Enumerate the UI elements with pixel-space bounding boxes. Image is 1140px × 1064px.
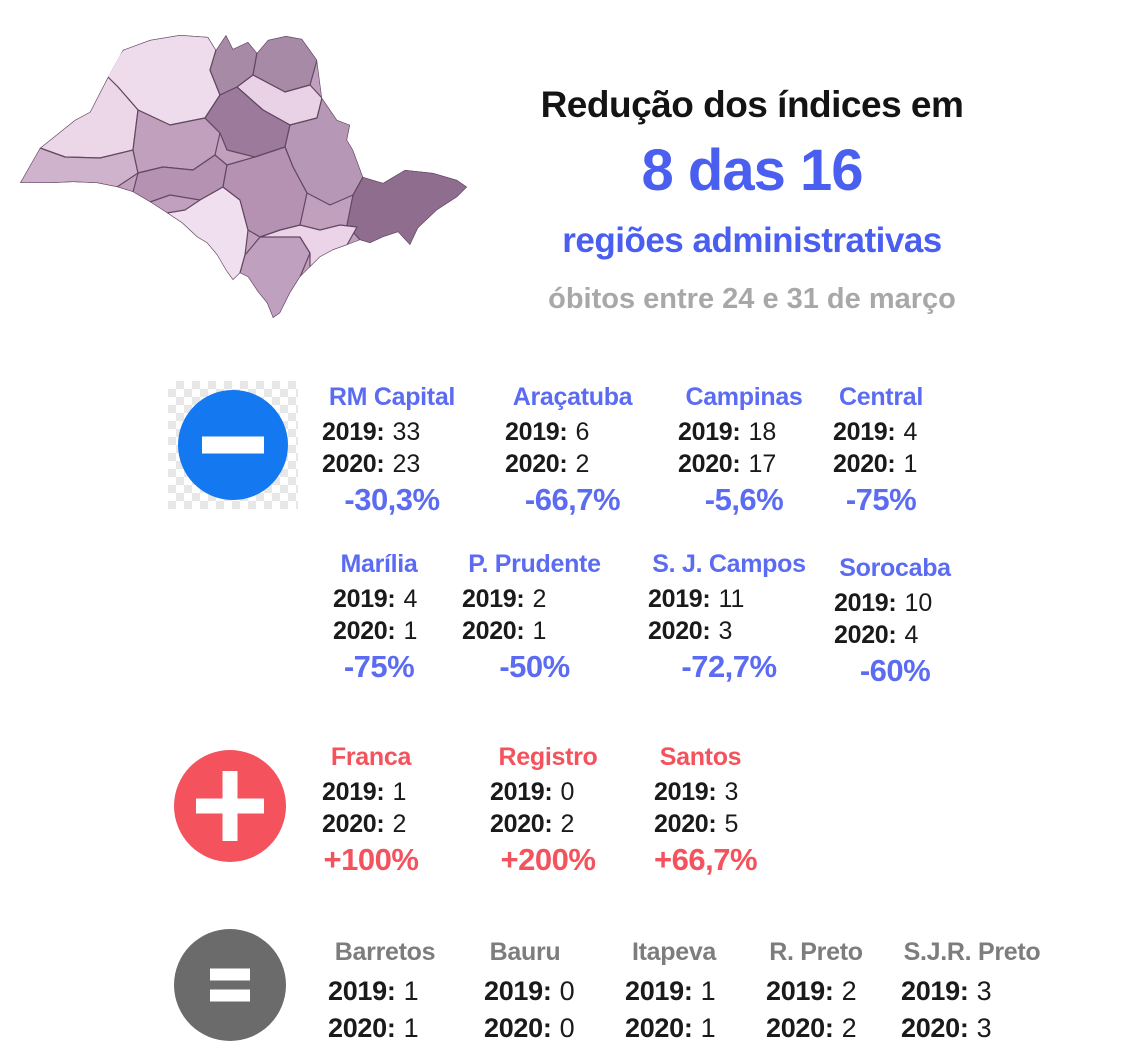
map-region [20, 147, 139, 188]
region-name: RM Capital [328, 383, 456, 411]
change-pct: -75% [845, 482, 917, 517]
change-pct: +100% [323, 842, 419, 877]
region-stat-sjr-preto: S.J.R. Preto 2019: 3 2020: 3 [901, 939, 1043, 1047]
region-stat-central: Central 2019: 4 2020: 1 -75% [833, 384, 929, 516]
region-name: Registro [498, 743, 598, 771]
region-stat-p-prudente: P. Prudente 2019: 2 2020: 1 -50% [462, 551, 607, 683]
change-pct: -30,3% [344, 482, 440, 517]
change-pct: -75% [343, 649, 415, 684]
region-name: Marília [340, 550, 418, 578]
region-stat-santos: Santos 2019: 3 2020: 5 +66,7% [654, 743, 758, 877]
region-stat-franca: Franca 2019: 1 2020: 2 +100% [322, 743, 419, 877]
region-name: Bauru [489, 938, 561, 966]
region-name: Central [838, 383, 924, 411]
region-stat-itapeva: Itapeva 2019: 1 2020: 1 [625, 939, 723, 1047]
region-stat-bauru: Bauru 2019: 0 2020: 0 [484, 938, 575, 1043]
region-stat-registro: Registro 2019: 0 2020: 2 +200% [490, 744, 606, 876]
region-stat-sj-campos: S. J. Campos 2019: 11 2020: 3 -72,7% [648, 551, 810, 683]
change-pct: +66,7% [654, 842, 758, 877]
title-line3: regiões administrativas [562, 221, 942, 260]
region-name: P. Prudente [468, 550, 601, 578]
change-pct: -50% [499, 649, 570, 684]
region-name: Barretos [334, 938, 436, 966]
region-name: S.J.R. Preto [903, 938, 1041, 966]
region-stat-aracatuba: Araçatuba 2019: 6 2020: 2 -66,7% [505, 384, 640, 516]
region-name: S. J. Campos [652, 550, 806, 578]
region-stat-marilia: Marília 2019: 4 2020: 1 -75% [333, 551, 425, 683]
change-pct: -60% [859, 653, 931, 688]
region-name: Franca [330, 743, 412, 771]
equals-icon [174, 929, 286, 1041]
map-region [346, 169, 467, 246]
region-stat-sorocaba: Sorocaba 2019: 10 2020: 4 -60% [834, 555, 956, 687]
region-name: Itapeva [631, 938, 717, 966]
title-block: Redução dos índices em 8 das 16 regiões … [478, 84, 1026, 316]
region-stat-barretos: Barretos 2019: 1 2020: 1 [328, 939, 442, 1047]
map-region [222, 146, 308, 238]
region-name: Sorocaba [839, 554, 951, 582]
region-name: Araçatuba [512, 383, 633, 411]
title-highlight: 8 das 16 [641, 138, 864, 203]
change-pct: -66,7% [524, 482, 621, 517]
region-name: R. Preto [769, 938, 863, 966]
title-subtitle: óbitos entre 24 e 31 de março [548, 283, 956, 315]
region-stat-rm-capital: RM Capital 2019: 33 2020: 23 -30,3% [322, 384, 462, 516]
title-line1: Redução dos índices em [540, 84, 964, 125]
region-name: Campinas [685, 383, 803, 411]
region-stat-r-preto: R. Preto 2019: 2 2020: 2 [766, 939, 866, 1047]
region-stat-campinas: Campinas 2019: 18 2020: 17 -5,6% [678, 384, 810, 516]
minus-icon [168, 381, 298, 509]
change-pct: +200% [500, 842, 596, 877]
change-pct: -72,7% [681, 649, 777, 684]
sao-paulo-map [20, 35, 467, 318]
region-name: Santos [659, 743, 742, 771]
change-pct: -5,6% [704, 482, 784, 517]
plus-icon [174, 750, 286, 862]
